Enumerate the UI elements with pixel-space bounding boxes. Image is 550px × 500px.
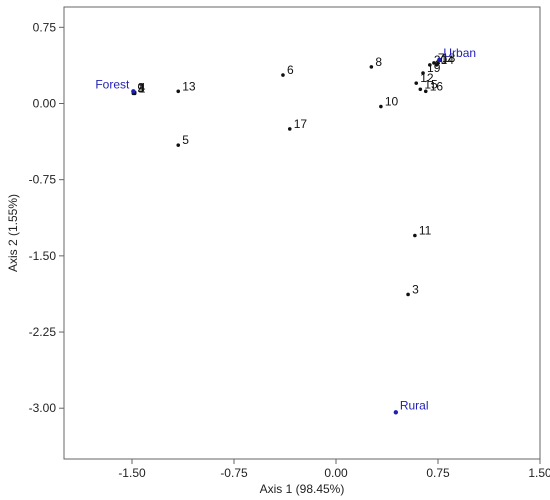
y-axis: 0.75 0.00 -0.75 -1.50 -2.25 -3.00 [29, 20, 64, 415]
environment-label: Rural [400, 398, 429, 412]
environment-point [437, 57, 442, 63]
sample-point-label: 1 [139, 81, 146, 95]
sample-point-label: 14 [441, 53, 455, 67]
sample-point-label: 16 [430, 79, 444, 93]
plot-frame [63, 6, 541, 460]
y-axis-title: Axis 2 (1.55%) [6, 194, 20, 272]
x-tick-label: 1.50 [528, 466, 550, 480]
sample-point [413, 233, 417, 238]
sample-point [379, 104, 383, 109]
x-tick-label: 0.75 [426, 466, 450, 480]
y-tick-label: 0.75 [33, 20, 57, 34]
sample-point-label: 17 [294, 117, 308, 131]
sample-point [176, 89, 181, 94]
sample-point-label: 11 [419, 224, 432, 238]
sample-point-label: 8 [375, 55, 382, 69]
sample-points: 1249135617810121516192071418113 [131, 51, 456, 297]
environment-point [131, 89, 136, 94]
sample-point [414, 81, 419, 85]
y-tick-label: -3.00 [29, 401, 57, 415]
sample-point-label: 9 [137, 81, 144, 95]
sample-point [428, 63, 432, 67]
sample-point-label: 4 [139, 80, 146, 94]
environment-label: Urban [443, 46, 476, 60]
sample-point [281, 73, 285, 77]
sample-point-label: 13 [182, 79, 196, 93]
x-tick-label: -1.50 [118, 466, 146, 480]
x-axis-title: Axis 1 (98.45%) [260, 482, 345, 496]
environment-point [393, 410, 399, 415]
environment-points: Forest Urban Rural [95, 46, 476, 415]
sample-point [369, 65, 374, 69]
sample-point [421, 71, 425, 75]
sample-point-label: 7 [438, 51, 445, 65]
y-tick-label: -1.50 [29, 249, 57, 263]
sample-point [423, 89, 428, 94]
sample-point [418, 87, 423, 92]
y-tick-label: -0.75 [29, 173, 57, 187]
sample-point-label: 3 [412, 282, 419, 296]
sample-point-label: 10 [385, 95, 399, 109]
sample-point [176, 143, 181, 147]
sample-point-label: 15 [424, 77, 438, 91]
sample-point [406, 292, 410, 297]
x-tick-label: -0.75 [220, 466, 248, 480]
x-tick-label: 0.00 [324, 466, 348, 480]
sample-point-label: 6 [287, 63, 294, 77]
sample-point-label: 2 [137, 80, 144, 94]
y-tick-label: 0.00 [33, 96, 57, 110]
y-tick-label: -2.25 [29, 325, 57, 339]
x-axis: -1.50 -0.75 0.00 0.75 1.50 [118, 459, 550, 480]
sample-point-label: 18 [442, 51, 456, 65]
environment-label: Forest [95, 77, 130, 91]
sample-point [432, 61, 436, 65]
sample-point-label: 5 [182, 133, 189, 147]
sample-point [287, 127, 292, 131]
